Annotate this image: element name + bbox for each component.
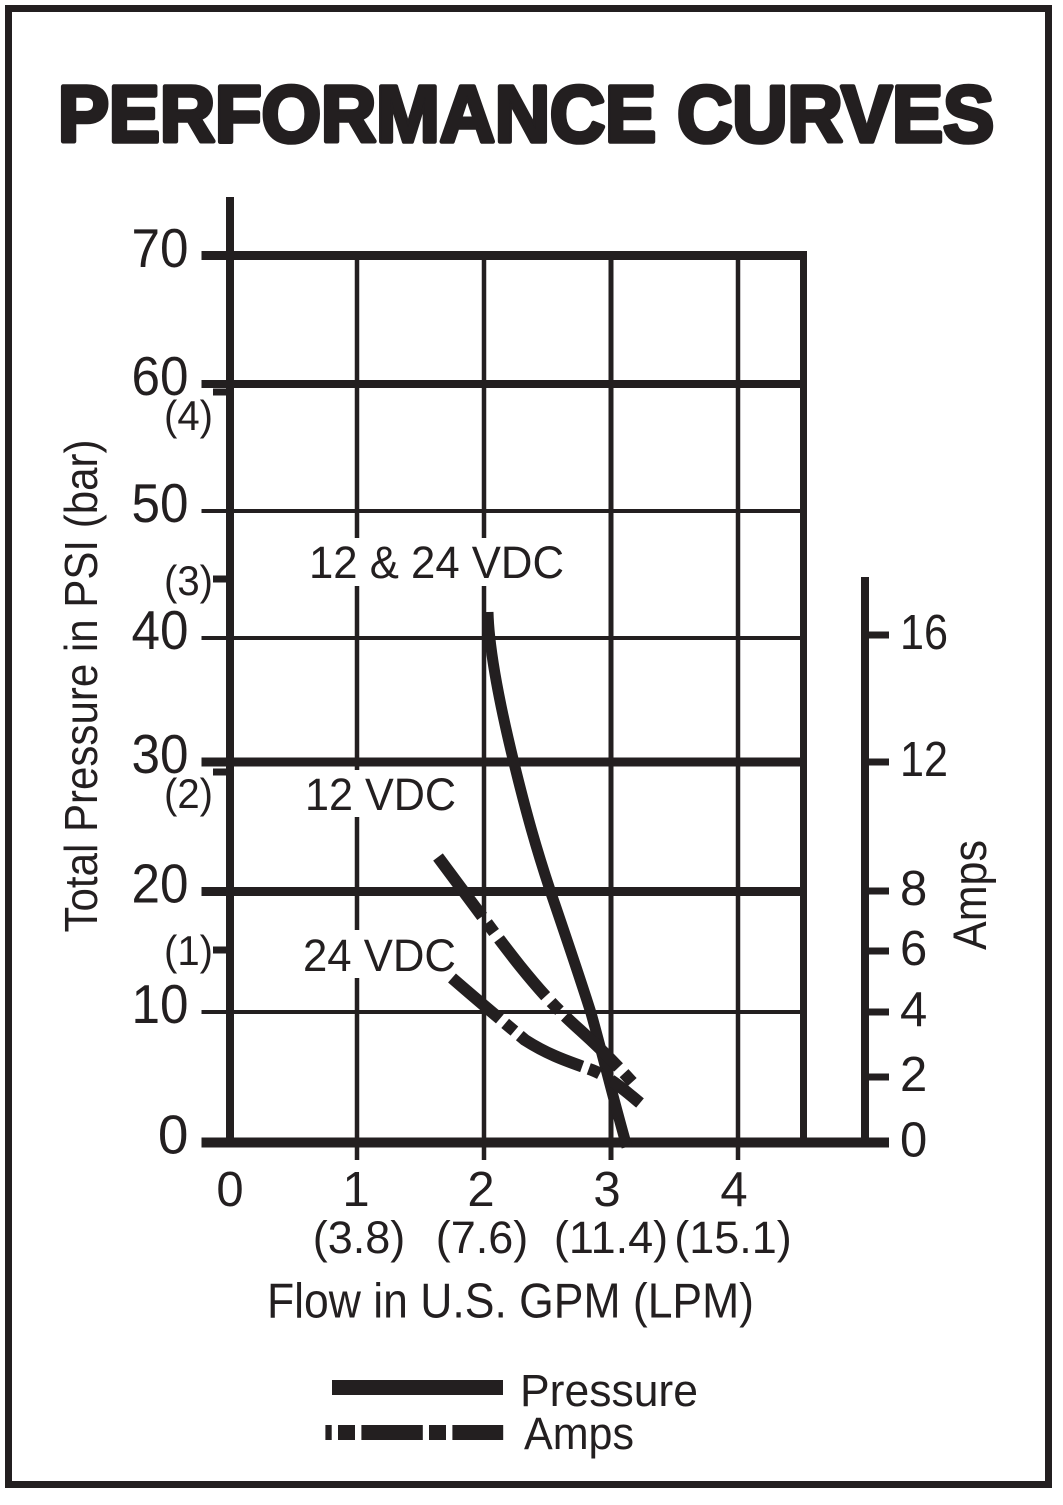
svg-text:4: 4 (720, 1163, 747, 1217)
svg-text:1: 1 (342, 1163, 369, 1217)
svg-text:(2): (2) (164, 770, 213, 817)
svg-text:(1): (1) (164, 927, 213, 974)
svg-text:Flow in U.S. GPM (LPM): Flow in U.S. GPM (LPM) (267, 1275, 754, 1329)
svg-text:12: 12 (900, 733, 948, 787)
svg-text:3: 3 (593, 1163, 620, 1217)
svg-text:(15.1): (15.1) (674, 1212, 792, 1263)
svg-text:0: 0 (158, 1104, 189, 1166)
svg-text:4: 4 (900, 983, 927, 1037)
svg-text:(7.6): (7.6) (436, 1212, 529, 1263)
svg-text:20: 20 (132, 853, 189, 915)
svg-text:Amps: Amps (524, 1408, 634, 1459)
svg-text:0: 0 (216, 1163, 243, 1217)
svg-text:2: 2 (900, 1048, 927, 1102)
svg-text:40: 40 (132, 599, 189, 661)
svg-text:2: 2 (467, 1163, 494, 1217)
svg-text:(4): (4) (164, 392, 213, 439)
svg-text:0: 0 (900, 1114, 927, 1168)
svg-text:70: 70 (132, 217, 189, 279)
svg-text:(3): (3) (164, 557, 213, 604)
svg-text:6: 6 (900, 922, 927, 976)
svg-text:10: 10 (132, 973, 189, 1035)
svg-text:30: 30 (132, 723, 189, 785)
svg-text:Amps: Amps (943, 840, 996, 950)
svg-text:50: 50 (132, 472, 189, 534)
svg-text:(11.4): (11.4) (554, 1212, 668, 1263)
svg-text:60: 60 (132, 345, 189, 407)
svg-text:Pressure: Pressure (520, 1365, 698, 1416)
svg-text:Total Pressure in PSI (bar): Total Pressure in PSI (bar) (55, 440, 107, 933)
svg-text:24 VDC: 24 VDC (303, 930, 456, 981)
svg-text:8: 8 (900, 862, 927, 916)
svg-text:(3.8): (3.8) (313, 1212, 406, 1263)
svg-text:PERFORMANCE CURVES: PERFORMANCE CURVES (58, 70, 994, 159)
svg-text:12 VDC: 12 VDC (305, 769, 456, 820)
svg-text:12 & 24 VDC: 12 & 24 VDC (309, 537, 564, 588)
svg-text:16: 16 (900, 606, 948, 660)
